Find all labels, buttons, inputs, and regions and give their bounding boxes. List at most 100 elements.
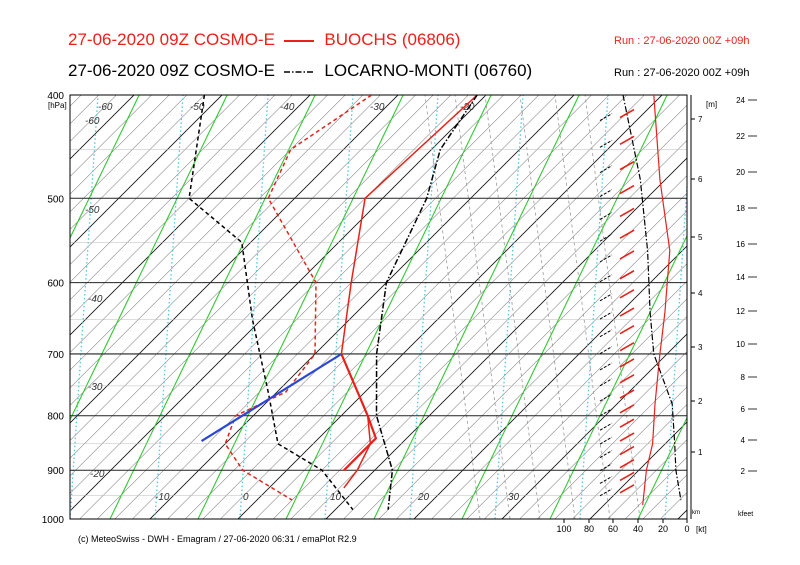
moist-adiabat-line [70, 95, 99, 519]
wind-barb-locarno [599, 211, 613, 220]
isotherm-line [0, 95, 28, 519]
pressure-tick-label: 400 [47, 91, 64, 102]
wind-tick-label: 100 [556, 524, 571, 534]
isotherm-line [70, 95, 293, 318]
dry-adiabat-line [373, 95, 580, 519]
run-label-locarno: 27-06-2020 09Z COSMO-E [68, 61, 275, 80]
height-m-tick-label: 7 [698, 115, 703, 124]
height-m-tick-label: 1 [698, 448, 703, 457]
wind-barb-locarno [599, 378, 613, 387]
height-m-tick-label: 4 [698, 289, 703, 298]
isotherm-label: 10 [330, 492, 342, 503]
wind-barb-locarno [599, 311, 613, 320]
pressure-tick-label: 1000 [42, 515, 65, 526]
wind-tick-label: 20 [658, 524, 668, 534]
wind-barb-buochs [619, 250, 635, 260]
profile-dewpoint-line [224, 95, 373, 501]
title-buochs: 27-06-2020 09Z COSMO-E BUOCHS (06806) [68, 30, 460, 50]
wind-barb-locarno [599, 422, 613, 431]
profile-parcel-line [340, 353, 378, 471]
wind-barb-buochs [619, 374, 635, 384]
isotherm-label: 30 [508, 492, 520, 503]
isotherm-line [642, 474, 687, 519]
isotherm-line [413, 245, 687, 519]
wind-barb-buochs [619, 341, 635, 352]
wind-barb-buochs [619, 404, 635, 414]
isotherm-label: -30 [88, 382, 103, 393]
pressure-tick-label: 600 [47, 279, 64, 290]
wind-barb-locarno [599, 139, 613, 148]
isotherm-line [70, 95, 152, 177]
title-locarno: 27-06-2020 09Z COSMO-E LOCARNO-MONTI (06… [68, 61, 532, 81]
wind-barb-locarno [599, 233, 613, 242]
wind-barb-buochs [619, 184, 635, 195]
wind-barb-locarno [599, 113, 613, 122]
wind-barb-locarno [599, 450, 613, 458]
kfeet-tick-label: 20 [736, 168, 745, 177]
pressure-tick-label: 800 [47, 412, 64, 423]
wind-barb-locarno [599, 463, 613, 472]
isotherm-label: -50 [85, 205, 100, 216]
wind-barb-locarno [599, 254, 613, 263]
isotherm-label: -40 [88, 294, 103, 305]
wind-barb-locarno [599, 393, 613, 402]
isotherm-line [0, 95, 46, 519]
kfeet-unit-label: kfeet [738, 511, 753, 518]
isotherm-line [70, 95, 487, 512]
moist-adiabat-line [324, 95, 354, 519]
dry-adiabat-line [637, 416, 687, 519]
wind-barb-locarno [599, 165, 613, 174]
isotherm-line [70, 95, 416, 441]
isotherm-line [70, 95, 381, 406]
pressure-tick-label: 900 [47, 466, 64, 477]
dry-adiabat-line [70, 95, 140, 240]
isotherm-line [70, 95, 311, 336]
isotherm-line [114, 95, 539, 519]
isotherm-line [70, 95, 240, 265]
isotherm-line [70, 95, 135, 160]
isotherm-label: 20 [417, 492, 430, 503]
isotherm-line [70, 95, 205, 230]
isotherm-line [70, 95, 275, 301]
kfeet-tick-label: 2 [741, 467, 746, 476]
wind-speed-profile-locarno [622, 95, 682, 501]
mixing-ratio-line [519, 95, 576, 519]
isotherm-line [70, 95, 328, 353]
wind-barb-buochs [619, 432, 635, 442]
isotherm-line [132, 95, 557, 519]
moist-adiabat-line [409, 95, 439, 519]
wind-barb-buochs [619, 108, 635, 119]
moist-adiabat-line [664, 175, 687, 519]
wind-barb-locarno [599, 274, 613, 283]
isotherm-line [290, 122, 687, 519]
isotherm-line [713, 95, 800, 519]
pressure-tick-label: 700 [47, 350, 64, 361]
isotherm-line [378, 210, 687, 519]
isotherm-label: -40 [280, 102, 295, 113]
dry-adiabat-line [285, 95, 492, 519]
kfeet-tick-label: 16 [736, 240, 745, 249]
isotherm-line [484, 316, 687, 519]
isotherm-line [70, 95, 187, 213]
isotherm-line [185, 95, 610, 519]
kfeet-tick-label: 14 [736, 273, 745, 282]
moist-adiabat-line [239, 95, 269, 519]
kfeet-tick-label: 22 [736, 132, 745, 141]
pressure-tick-label: 500 [47, 194, 64, 205]
isotherm-line [308, 140, 687, 519]
wind-tick-label: 60 [608, 524, 618, 534]
mixing-ratio-line [454, 95, 511, 519]
moist-adiabat-line [579, 95, 609, 519]
kfeet-tick-label: 18 [736, 204, 745, 213]
wind-barb-buochs [619, 389, 635, 399]
kfeet-tick-label: 4 [741, 436, 746, 445]
isotherm-line [0, 95, 64, 519]
wind-barb-locarno [599, 488, 613, 497]
isotherm-line [70, 95, 469, 494]
kfeet-tick-label: 8 [741, 373, 746, 382]
isotherm-label: -30 [370, 102, 385, 113]
wind-barb-locarno [599, 189, 613, 198]
isotherm-line [589, 421, 687, 519]
wind-unit-label: [kt] [696, 525, 707, 534]
wind-barb-buochs [619, 418, 635, 428]
